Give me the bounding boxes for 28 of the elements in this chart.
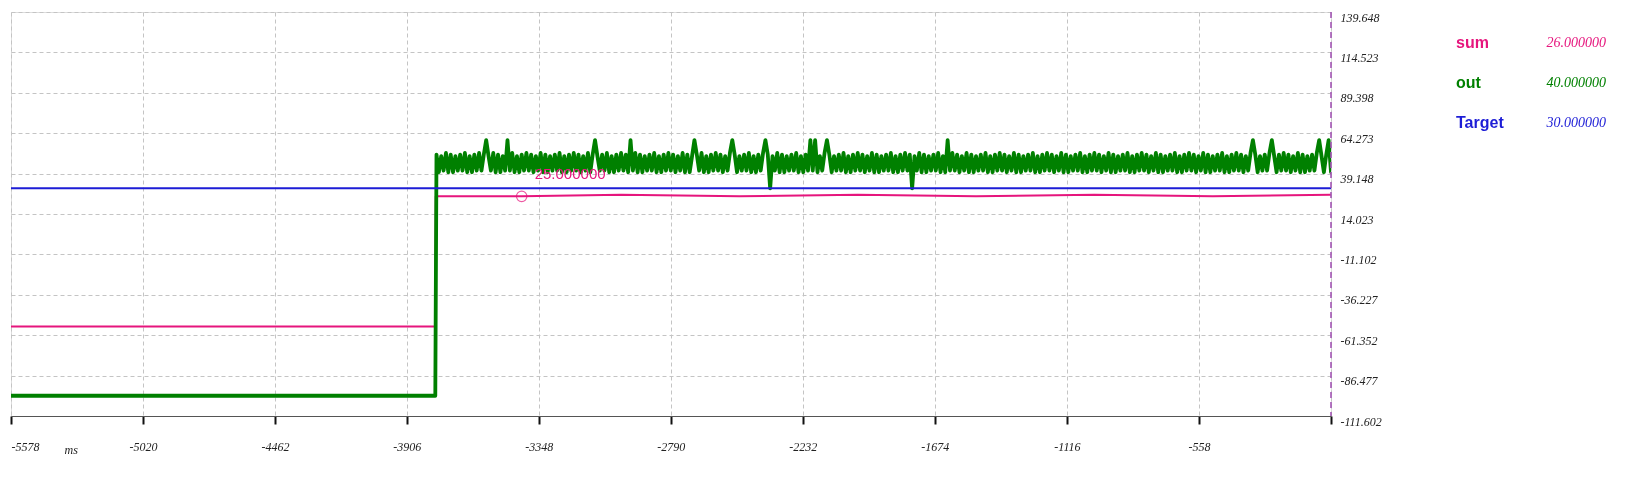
text: Target <box>1456 114 1505 131</box>
y-tick-label: -61.352 <box>1340 333 1378 348</box>
x-tick-label: -5578 <box>11 439 40 454</box>
x-tick-label: -3348 <box>525 439 554 454</box>
text: 40.000000 <box>1546 75 1606 90</box>
y-tick-label: 114.523 <box>1340 50 1379 65</box>
y-tick-label: 89.398 <box>1340 91 1374 106</box>
x-tick-label: -1116 <box>1054 439 1081 454</box>
x-axis-title: ms <box>64 442 79 457</box>
x-tick-label: -2232 <box>789 439 818 454</box>
y-tick-label: 39.148 <box>1339 172 1374 187</box>
text: 26.000000 <box>1546 35 1606 50</box>
y-tick-label: -11.102 <box>1340 252 1377 267</box>
y-tick-label: 14.023 <box>1340 212 1374 227</box>
x-tick-label: -1674 <box>921 439 950 454</box>
y-tick-label: 64.273 <box>1340 131 1374 146</box>
x-tick-label: -5020 <box>129 439 158 454</box>
y-tick-label: -111.602 <box>1340 414 1382 429</box>
y-tick-label: -36.227 <box>1340 293 1379 308</box>
text: sum <box>1456 34 1489 51</box>
x-tick-label: -4462 <box>261 439 290 454</box>
x-tick-label: -558 <box>1188 439 1211 454</box>
y-tick-label: 139.648 <box>1340 10 1380 25</box>
text: out <box>1456 74 1482 91</box>
text: 30.000000 <box>1545 115 1606 130</box>
y-tick-label: -86.477 <box>1340 374 1379 389</box>
x-tick-label: -3906 <box>393 439 422 454</box>
x-tick-label: -2790 <box>657 439 686 454</box>
